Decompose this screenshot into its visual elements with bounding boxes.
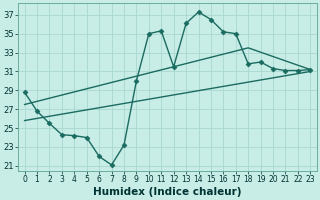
X-axis label: Humidex (Indice chaleur): Humidex (Indice chaleur)	[93, 187, 242, 197]
